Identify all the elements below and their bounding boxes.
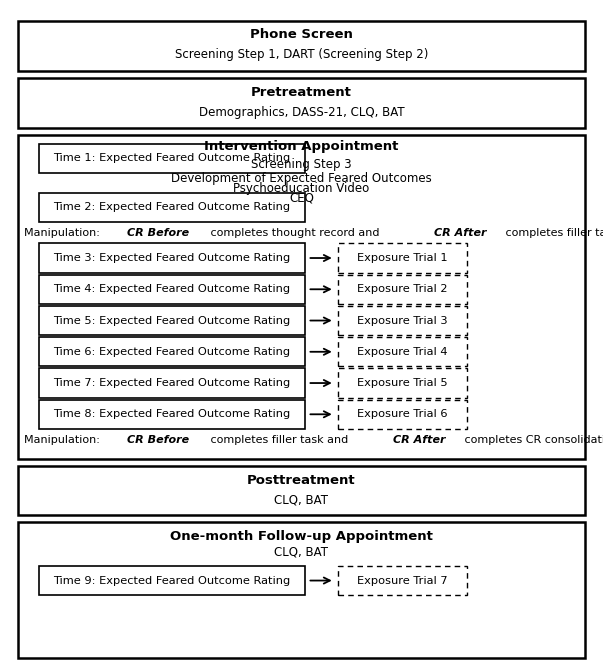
Text: Psychoeducation Video: Psychoeducation Video [233,182,370,196]
Text: Demographics, DASS-21, CLQ, BAT: Demographics, DASS-21, CLQ, BAT [198,106,405,119]
Text: One-month Follow-up Appointment: One-month Follow-up Appointment [170,530,433,543]
Text: Manipulation:: Manipulation: [24,435,104,446]
Bar [338,337,467,366]
Bar [39,243,305,273]
Text: CLQ, BAT: CLQ, BAT [274,493,329,506]
Bar [18,21,585,71]
Bar [39,368,305,398]
Text: Exposure Trial 2: Exposure Trial 2 [357,284,448,295]
Text: Exposure Trial 7: Exposure Trial 7 [357,575,448,586]
Bar [338,566,467,595]
Bar [39,275,305,304]
Text: Time 7: Expected Feared Outcome Rating: Time 7: Expected Feared Outcome Rating [53,378,291,388]
Text: Exposure Trial 6: Exposure Trial 6 [357,409,448,420]
Bar [39,337,305,366]
Bar [39,400,305,429]
Bar [338,400,467,429]
Text: Exposure Trial 1: Exposure Trial 1 [357,253,448,263]
Text: Exposure Trial 5: Exposure Trial 5 [357,378,448,388]
Text: Time 1: Expected Feared Outcome Rating: Time 1: Expected Feared Outcome Rating [53,153,291,164]
Bar [338,306,467,335]
Text: Screening Step 1, DART (Screening Step 2): Screening Step 1, DART (Screening Step 2… [175,49,428,61]
Text: Time 5: Expected Feared Outcome Rating: Time 5: Expected Feared Outcome Rating [53,315,291,326]
Text: CR After: CR After [434,228,486,239]
Text: CR Before: CR Before [127,435,189,446]
Bar [18,78,585,128]
Bar [18,522,585,658]
Text: Time 3: Expected Feared Outcome Rating: Time 3: Expected Feared Outcome Rating [53,253,291,263]
Bar [39,144,305,173]
Text: Time 4: Expected Feared Outcome Rating: Time 4: Expected Feared Outcome Rating [53,284,291,295]
Bar [39,193,305,222]
Text: completes thought record and: completes thought record and [207,228,383,239]
Bar [338,275,467,304]
Text: completes CR consolidation: completes CR consolidation [461,435,603,446]
Text: Time 2: Expected Feared Outcome Rating: Time 2: Expected Feared Outcome Rating [53,202,291,213]
Text: Manipulation:: Manipulation: [24,228,104,239]
Text: CLQ, BAT: CLQ, BAT [274,545,329,559]
Text: Screening Step 3: Screening Step 3 [251,158,352,172]
Text: Phone Screen: Phone Screen [250,28,353,41]
Bar [39,306,305,335]
Text: Time 9: Expected Feared Outcome Rating: Time 9: Expected Feared Outcome Rating [53,575,291,586]
Text: Time 8: Expected Feared Outcome Rating: Time 8: Expected Feared Outcome Rating [53,409,291,420]
Text: Time 6: Expected Feared Outcome Rating: Time 6: Expected Feared Outcome Rating [53,346,291,357]
Text: Intervention Appointment: Intervention Appointment [204,140,399,154]
Text: completes filler task: completes filler task [502,228,603,239]
Text: Exposure Trial 3: Exposure Trial 3 [357,315,448,326]
Text: CR After: CR After [394,435,446,446]
Bar [338,243,467,273]
Text: Posttreatment: Posttreatment [247,474,356,487]
Text: completes filler task and: completes filler task and [207,435,352,446]
Text: CEQ: CEQ [289,192,314,205]
Bar [39,566,305,595]
Text: CR Before: CR Before [127,228,189,239]
Bar [338,368,467,398]
Bar [18,135,585,459]
Bar [18,466,585,515]
Text: Development of Expected Feared Outcomes: Development of Expected Feared Outcomes [171,172,432,185]
Text: Exposure Trial 4: Exposure Trial 4 [357,346,448,357]
Text: Pretreatment: Pretreatment [251,86,352,99]
